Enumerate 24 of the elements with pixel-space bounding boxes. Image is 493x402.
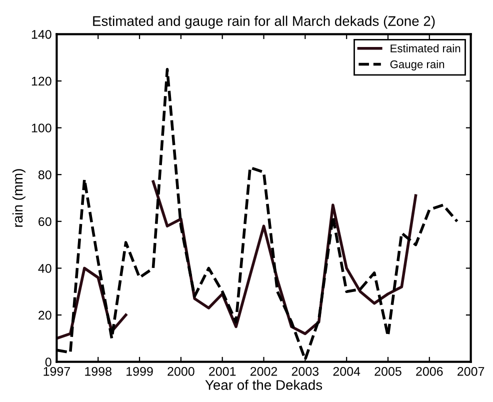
y-axis-title: rain (mm): [12, 169, 26, 227]
x-tick-label: 2004: [333, 366, 360, 376]
legend-label: Estimated rain: [390, 44, 460, 52]
y-tick-label: 60: [38, 217, 52, 226]
x-axis-title: Year of the Dekads: [205, 380, 322, 390]
x-tick-label: 2003: [292, 366, 319, 376]
x-tick-label: 2002: [250, 366, 278, 376]
x-tick-label: 1999: [126, 366, 153, 376]
y-tick-label: 0: [45, 358, 52, 366]
x-tick-label: 2007: [458, 366, 484, 376]
x-tick-label: 2001: [209, 366, 236, 376]
x-tick-label: 1998: [85, 366, 112, 376]
x-tick-label: 2005: [374, 366, 402, 376]
y-tick-label: 40: [38, 264, 52, 273]
y-tick-label: 80: [38, 170, 52, 180]
x-tick-label: 2000: [168, 366, 194, 376]
x-tick-label: 1997: [44, 366, 70, 376]
x-tick-label: 2006: [416, 366, 443, 376]
y-tick-label: 20: [38, 310, 52, 320]
legend-label: Gauge rain: [390, 60, 444, 70]
y-tick-label: 100: [32, 124, 52, 132]
y-tick-label: 140: [32, 30, 52, 39]
chart-title: Estimated and gauge rain for all March dekads (Zone 2): [93, 16, 435, 29]
y-tick-label: 120: [32, 76, 52, 86]
